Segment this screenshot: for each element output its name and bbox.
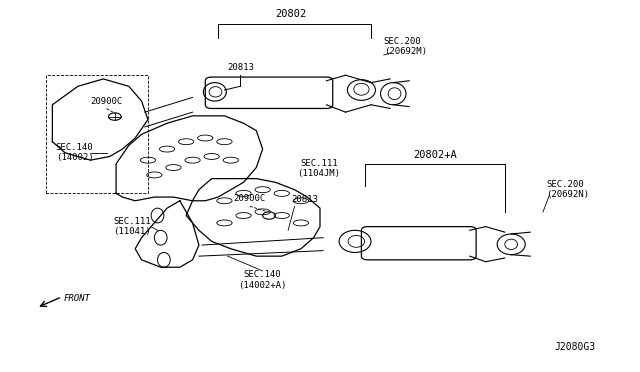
Text: 20802: 20802 (276, 9, 307, 19)
Text: SEC.111
(11041): SEC.111 (11041) (113, 217, 151, 236)
Text: SEC.200
(20692M): SEC.200 (20692M) (384, 37, 427, 56)
Text: 20900C: 20900C (90, 96, 123, 106)
Text: SEC.200
(20692N): SEC.200 (20692N) (546, 180, 589, 199)
Text: SEC.140
(14002+A): SEC.140 (14002+A) (239, 270, 287, 290)
Text: J2080G3: J2080G3 (554, 341, 595, 352)
Text: SEC.140
(14002): SEC.140 (14002) (56, 143, 93, 163)
Text: 20813: 20813 (291, 195, 318, 205)
Text: 20802+A: 20802+A (413, 150, 456, 160)
Text: SEC.111
(1104JM): SEC.111 (1104JM) (297, 158, 340, 178)
Text: 20900C: 20900C (234, 193, 266, 203)
Text: FRONT: FRONT (64, 294, 91, 303)
Text: 20813: 20813 (227, 63, 254, 72)
